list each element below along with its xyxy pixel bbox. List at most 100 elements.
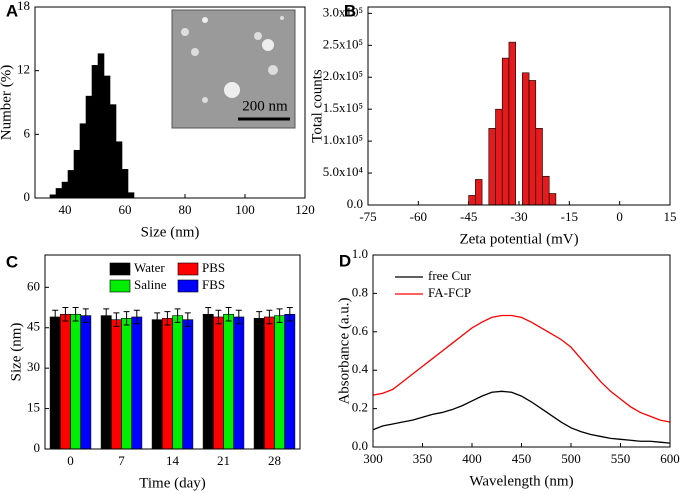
bar: [495, 108, 503, 206]
error-bar: [205, 307, 212, 322]
tem-inset: 200 nm: [171, 9, 296, 129]
bar: [548, 193, 557, 206]
particle: [254, 32, 262, 40]
axes-frame: [44, 254, 301, 450]
axes-frame: [367, 6, 671, 206]
bar: [131, 316, 143, 450]
y-axis-label: Number (%): [0, 65, 14, 140]
error-bar: [133, 309, 140, 325]
y-tick-label: 45: [27, 319, 40, 334]
x-tick-label: 40: [59, 202, 72, 217]
y-tick-label: 0: [34, 440, 41, 455]
error-bar: [235, 309, 242, 325]
x-tick-label: -75: [359, 209, 376, 224]
legend-label: Water: [134, 260, 165, 275]
error-bar: [154, 312, 161, 327]
x-axis-label: Time (day): [139, 475, 206, 491]
y-tick-label: 30: [27, 359, 40, 374]
error-bar: [174, 308, 181, 323]
legend-swatch: [177, 262, 199, 276]
y-axis-label: Absorbance (a.u.): [336, 297, 352, 404]
particle: [202, 97, 208, 103]
y-axis-label: Total counts: [309, 69, 325, 143]
particle: [191, 48, 199, 56]
bar: [253, 318, 265, 450]
x-axis-label: Wavelength (nm): [469, 473, 573, 489]
bar: [61, 181, 69, 199]
x-axis-label: Zeta potential (mV): [459, 231, 578, 247]
error-bar: [82, 308, 89, 323]
error-bar: [256, 311, 263, 326]
error-bar: [103, 308, 110, 323]
bar: [223, 313, 234, 450]
x-tick-label: -45: [460, 209, 477, 224]
bar: [468, 195, 476, 206]
y-tick-label: 0.6: [352, 323, 369, 338]
bar: [508, 41, 516, 206]
x-tick-label: 80: [179, 202, 192, 217]
particle: [262, 39, 274, 51]
x-tick-label: 0: [616, 209, 623, 224]
error-bar: [62, 307, 69, 322]
particle: [181, 28, 189, 36]
y-tick-label: 2.0x10⁵: [323, 68, 363, 83]
bar: [115, 141, 123, 199]
y-tick-label: 0.4: [352, 361, 369, 376]
legend-swatch: [109, 279, 131, 293]
error-bar: [276, 308, 283, 323]
x-tick-label: 300: [363, 451, 383, 466]
y-tick-label: 6: [24, 125, 31, 140]
line: [372, 390, 671, 444]
bar: [100, 315, 112, 450]
panel-label: D: [339, 251, 351, 270]
bar: [162, 318, 173, 450]
x-tick-label: 14: [166, 453, 180, 468]
legend-label: PBS: [202, 260, 225, 275]
bar: [202, 313, 214, 450]
bar: [284, 313, 296, 450]
bar: [475, 179, 483, 206]
particle: [202, 17, 208, 23]
error-bar: [266, 309, 273, 325]
x-tick-label: 120: [295, 202, 315, 217]
error-bar: [215, 309, 222, 325]
axes-frame: [34, 6, 306, 199]
bar: [233, 316, 245, 450]
x-tick-label: 21: [217, 453, 230, 468]
bar: [151, 319, 163, 450]
particle: [268, 65, 278, 75]
y-tick-label: 0.0: [352, 438, 368, 453]
legend-label: FA-FCP: [428, 285, 471, 300]
bar: [542, 175, 550, 206]
y-tick-label: 1.0x10⁵: [323, 132, 363, 147]
bar: [91, 65, 99, 199]
bar: [488, 128, 496, 206]
error-bar: [164, 311, 171, 326]
bar: [73, 149, 81, 199]
y-tick-label: 15: [27, 400, 40, 415]
y-tick-label: 3.0x10⁵: [323, 4, 363, 19]
x-tick-label: 60: [119, 202, 132, 217]
bar: [111, 319, 122, 450]
y-tick-label: 12: [17, 62, 30, 77]
panel-label: A: [6, 1, 18, 20]
error-bar: [72, 307, 79, 322]
y-tick-label: 0: [24, 189, 31, 204]
x-tick-label: 0: [67, 453, 74, 468]
error-bar: [123, 311, 130, 326]
bar: [85, 95, 93, 199]
y-tick-label: 0.0: [347, 196, 363, 211]
legend-label: Saline: [134, 277, 167, 292]
y-tick-label: 1.5x10⁵: [323, 100, 363, 115]
bar: [55, 188, 63, 199]
x-tick-label: 550: [611, 451, 631, 466]
x-tick-label: 500: [561, 451, 581, 466]
y-tick-label: 18: [17, 0, 30, 13]
y-tick-label: 0.8: [352, 284, 368, 299]
panel-label: C: [6, 252, 18, 271]
bar: [535, 128, 543, 206]
bar: [121, 169, 129, 199]
y-tick-label: 2.5x10⁵: [323, 36, 363, 51]
bar: [213, 316, 224, 450]
